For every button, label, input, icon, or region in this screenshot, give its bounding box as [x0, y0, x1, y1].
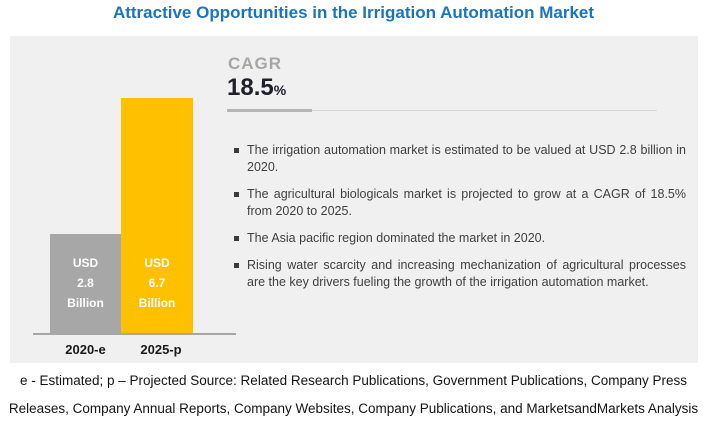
- bullet-square-icon: [234, 148, 239, 153]
- list-item: Rising water scarcity and increasing mec…: [234, 257, 686, 291]
- x-axis-label-2020: 2020-e: [65, 342, 106, 357]
- bullet-text: The agricultural biologicals market is p…: [247, 187, 686, 218]
- divider-light-segment: [312, 110, 657, 111]
- cagr-label: CAGR: [228, 54, 283, 73]
- bullet-text: The Asia pacific region dominated the ma…: [247, 231, 546, 245]
- cagr-number: 18.5: [227, 74, 274, 101]
- footer-source-line-1: e - Estimated; p – Projected Source: Rel…: [19, 373, 688, 388]
- cagr-percent-sign: %: [273, 82, 287, 98]
- bar-2025-value-label: USD 6.7 Billion: [138, 256, 176, 310]
- bar-2020: USD 2.8 Billion: [50, 234, 121, 333]
- x-axis-label-2025: 2025-p: [140, 342, 182, 357]
- bullet-text: Rising water scarcity and increasing mec…: [247, 258, 686, 289]
- key-points-list: The irrigation automation market is esti…: [234, 142, 686, 301]
- bar-2020-value-label: USD 2.8 Billion: [67, 256, 104, 310]
- bullet-square-icon: [234, 192, 239, 197]
- cagr-value: 18.5%: [227, 74, 286, 102]
- bullet-text: The irrigation automation market is esti…: [247, 143, 686, 174]
- footer-source-line-2: Releases, Company Annual Reports, Compan…: [8, 401, 699, 416]
- list-item: The agricultural biologicals market is p…: [234, 186, 686, 220]
- list-item: The irrigation automation market is esti…: [234, 142, 686, 176]
- cagr-divider-line: [227, 109, 657, 113]
- bullet-square-icon: [234, 263, 239, 268]
- x-axis-line: [33, 333, 236, 335]
- divider-dark-segment: [227, 109, 312, 112]
- page-title: Attractive Opportunities in the Irrigati…: [112, 3, 595, 22]
- content-panel: USD 2.8 Billion USD 6.7 Billion 2020-e 2…: [10, 36, 698, 363]
- bar-2025: USD 6.7 Billion: [121, 98, 193, 333]
- list-item: The Asia pacific region dominated the ma…: [234, 230, 686, 247]
- bullet-square-icon: [234, 236, 239, 241]
